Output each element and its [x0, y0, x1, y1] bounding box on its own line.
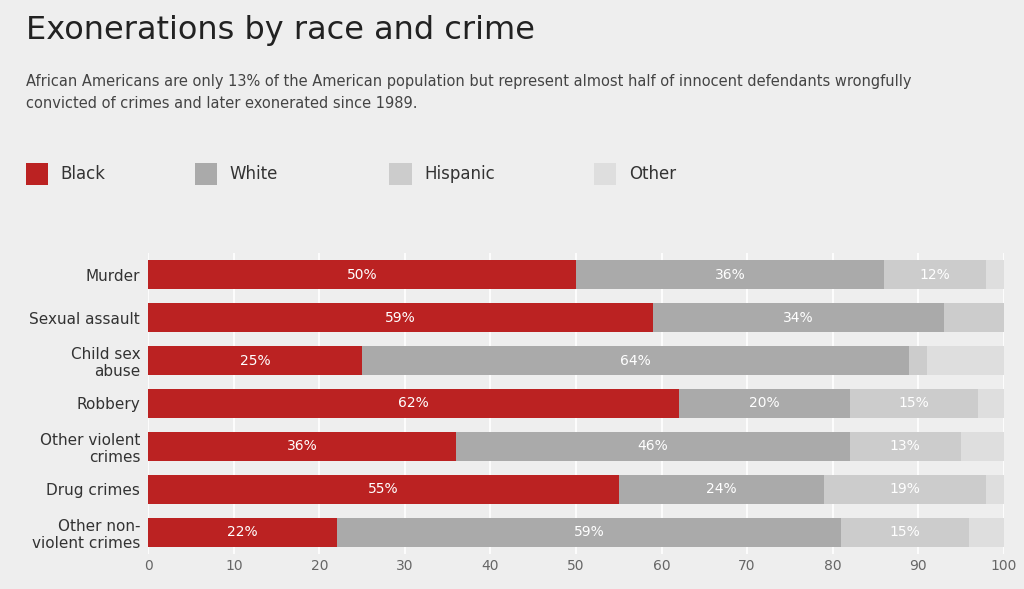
Text: 36%: 36% — [287, 439, 317, 454]
Bar — [850, 389, 978, 418]
Bar — [337, 518, 841, 547]
Bar — [970, 518, 1004, 547]
Bar — [148, 389, 679, 418]
Bar — [148, 518, 337, 547]
Bar — [884, 260, 986, 289]
Text: 59%: 59% — [573, 525, 604, 539]
Text: 12%: 12% — [920, 268, 950, 282]
Bar — [148, 475, 618, 504]
Text: 15%: 15% — [890, 525, 921, 539]
Bar — [653, 303, 944, 332]
Bar — [841, 518, 970, 547]
Bar — [986, 260, 1004, 289]
Text: Hispanic: Hispanic — [424, 165, 495, 183]
Text: 19%: 19% — [890, 482, 921, 497]
Bar — [148, 260, 575, 289]
Text: 25%: 25% — [240, 353, 270, 368]
Text: 15%: 15% — [898, 396, 929, 411]
Text: 62%: 62% — [398, 396, 429, 411]
Bar — [618, 475, 824, 504]
Bar — [679, 389, 850, 418]
Text: 59%: 59% — [385, 310, 416, 325]
Bar — [927, 346, 1004, 375]
Bar — [961, 432, 1004, 461]
Bar — [148, 432, 457, 461]
Bar — [575, 260, 884, 289]
Bar — [850, 432, 961, 461]
Text: Black: Black — [60, 165, 105, 183]
Text: 50%: 50% — [347, 268, 378, 282]
Text: 46%: 46% — [638, 439, 669, 454]
Bar — [978, 389, 1004, 418]
Text: African Americans are only 13% of the American population but represent almost h: African Americans are only 13% of the Am… — [26, 74, 911, 111]
Bar — [944, 303, 1004, 332]
Text: 20%: 20% — [749, 396, 779, 411]
Text: 36%: 36% — [715, 268, 745, 282]
Bar — [457, 432, 850, 461]
Bar — [824, 475, 986, 504]
Text: 64%: 64% — [621, 353, 651, 368]
Text: Exonerations by race and crime: Exonerations by race and crime — [26, 15, 535, 46]
Bar — [909, 346, 927, 375]
Text: 55%: 55% — [369, 482, 399, 497]
Text: Other: Other — [629, 165, 676, 183]
Text: White: White — [229, 165, 278, 183]
Bar — [148, 346, 362, 375]
Bar — [148, 303, 653, 332]
Text: 13%: 13% — [890, 439, 921, 454]
Bar — [986, 475, 1004, 504]
Text: 24%: 24% — [706, 482, 736, 497]
Text: 22%: 22% — [227, 525, 258, 539]
Text: 34%: 34% — [783, 310, 814, 325]
Bar — [362, 346, 909, 375]
